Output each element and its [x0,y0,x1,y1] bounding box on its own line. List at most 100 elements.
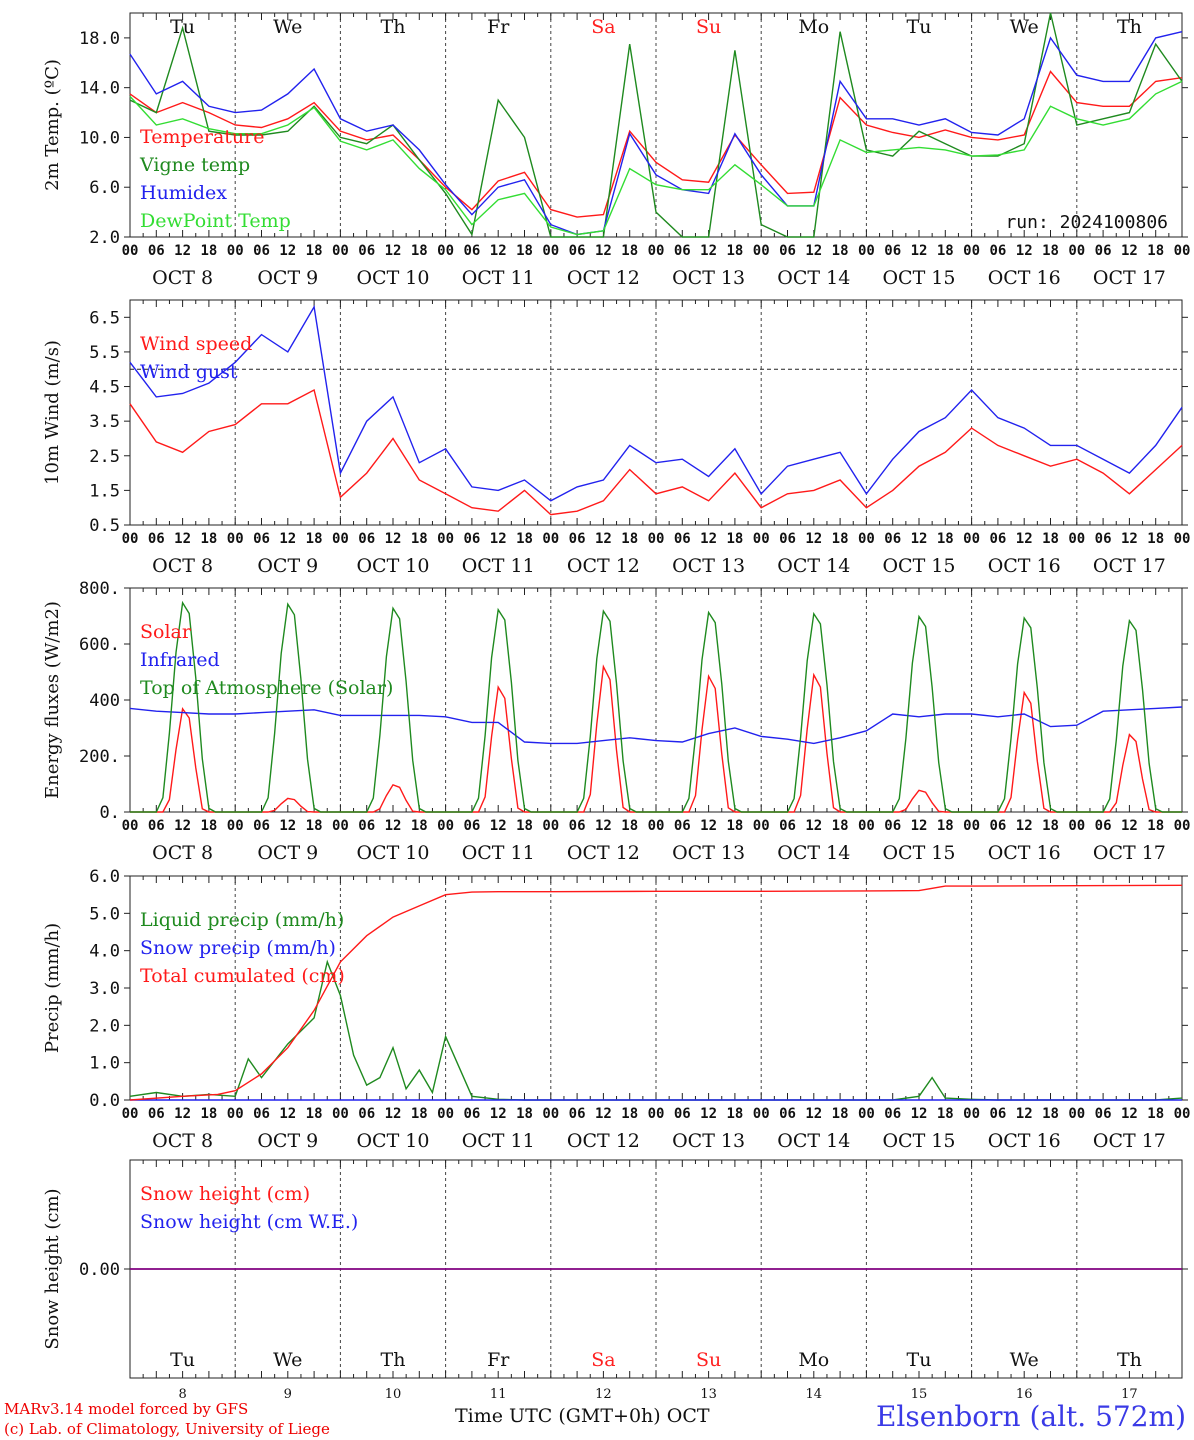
date-label: OCT 8 [152,267,213,289]
hour-label: 06 [148,243,165,259]
hour-label: 00 [332,1106,349,1122]
weekday-label-bottom: Sa [591,1349,615,1371]
hour-label: 06 [463,1106,480,1122]
date-label: OCT 15 [882,555,955,577]
weekday-label: Tu [907,16,932,38]
hour-label: 00 [648,818,665,834]
hour-label: 06 [358,531,375,547]
hour-label: 18 [200,818,217,834]
date-label: OCT 11 [462,842,535,864]
date-label: OCT 8 [152,842,213,864]
panel-4 [124,875,1188,1101]
legend-entry: Temperature [140,126,264,148]
hour-label: 06 [253,1106,270,1122]
date-label: OCT 11 [462,267,535,289]
hour-label: 12 [1121,818,1138,834]
weekday-label: Su [696,16,721,38]
hour-label: 00 [753,1106,770,1122]
hour-label: 18 [1147,531,1164,547]
legend-entry: Snow precip (mm/h) [140,937,336,959]
weekday-label-bottom: We [1010,1349,1039,1371]
legend-entry: Wind gust [140,361,238,383]
legend-entry: Liquid precip (mm/h) [140,909,344,931]
hour-label: 06 [253,243,270,259]
day-number: 14 [806,1387,823,1400]
hour-label: 00 [437,1106,454,1122]
hour-label: 12 [490,818,507,834]
date-label: OCT 15 [882,1130,955,1152]
hour-label: 18 [516,1106,533,1122]
hour-label: 00 [753,818,770,834]
date-label: OCT 12 [567,842,640,864]
hour-label: 06 [779,531,796,547]
hour-label: 12 [911,243,928,259]
series-wind-speed [129,388,1183,516]
series-total-cumulated-cm- [129,884,1183,1101]
hour-label: 00 [122,1106,139,1122]
hour-label: 12 [700,818,717,834]
hour-label: 00 [963,243,980,259]
hour-label: 12 [279,818,296,834]
hour-label: 00 [542,243,559,259]
hour-label: 18 [937,1106,954,1122]
hour-label: 12 [279,243,296,259]
hour-label: 18 [832,818,849,834]
hour-label: 18 [516,531,533,547]
hour-label: 06 [884,818,901,834]
hour-label: 18 [832,243,849,259]
hour-label: 12 [911,818,928,834]
day-number: 17 [1121,1387,1138,1400]
hour-label: 12 [1121,243,1138,259]
hour-label: 06 [569,818,586,834]
hour-label: 12 [490,1106,507,1122]
hour-label: 06 [989,1106,1006,1122]
hour-label: 12 [490,243,507,259]
hour-label: 12 [1016,243,1033,259]
y-tick-label: 200. [79,747,120,767]
legend-entry: Snow height (cm W.E.) [140,1211,358,1233]
hour-label: 12 [805,243,822,259]
hour-label: 18 [306,1106,323,1122]
hour-label: 18 [937,818,954,834]
weekday-label: Th [381,16,406,38]
panel-frame [129,299,1183,526]
hour-label: 06 [674,531,691,547]
y-tick-label: 3.5 [89,412,120,432]
hour-label: 00 [1068,818,1085,834]
weekday-label: We [273,16,302,38]
date-label: OCT 10 [356,555,429,577]
date-label: OCT 16 [988,1130,1061,1152]
date-label: OCT 12 [567,267,640,289]
date-label: OCT 16 [988,267,1061,289]
hour-label: 00 [963,1106,980,1122]
weekday-label: Sa [591,16,615,38]
y-tick-label: 6.5 [89,308,120,328]
date-label: OCT 14 [777,1130,850,1152]
date-label: OCT 14 [777,842,850,864]
hour-label: 00 [1174,531,1191,547]
series-dewpoint-temp [129,80,1183,236]
y-tick-label: 6.0 [89,867,120,887]
weekday-label-bottom: Su [696,1349,721,1371]
y-tick-label: 1.5 [89,481,120,501]
hour-label: 18 [1147,243,1164,259]
hour-label: 06 [779,818,796,834]
date-label: OCT 16 [988,842,1061,864]
model-credit: MARv3.14 model forced by GFS [4,1400,249,1418]
hour-label: 06 [989,243,1006,259]
weekday-label-bottom: Fr [487,1349,510,1371]
legend-entry: Total cumulated (cm) [140,965,345,987]
hour-label: 12 [700,243,717,259]
day-number: 16 [1016,1387,1033,1400]
hour-label: 00 [437,818,454,834]
hour-label: 06 [1095,243,1112,259]
series-humidex [129,31,1183,236]
hour-label: 12 [1121,531,1138,547]
hour-label: 18 [621,243,638,259]
day-number: 11 [490,1387,507,1400]
hour-label: 12 [490,531,507,547]
date-label: OCT 10 [356,1130,429,1152]
hour-label: 18 [200,243,217,259]
y-tick-label: 2.0 [89,228,120,248]
hour-label: 18 [1042,243,1059,259]
